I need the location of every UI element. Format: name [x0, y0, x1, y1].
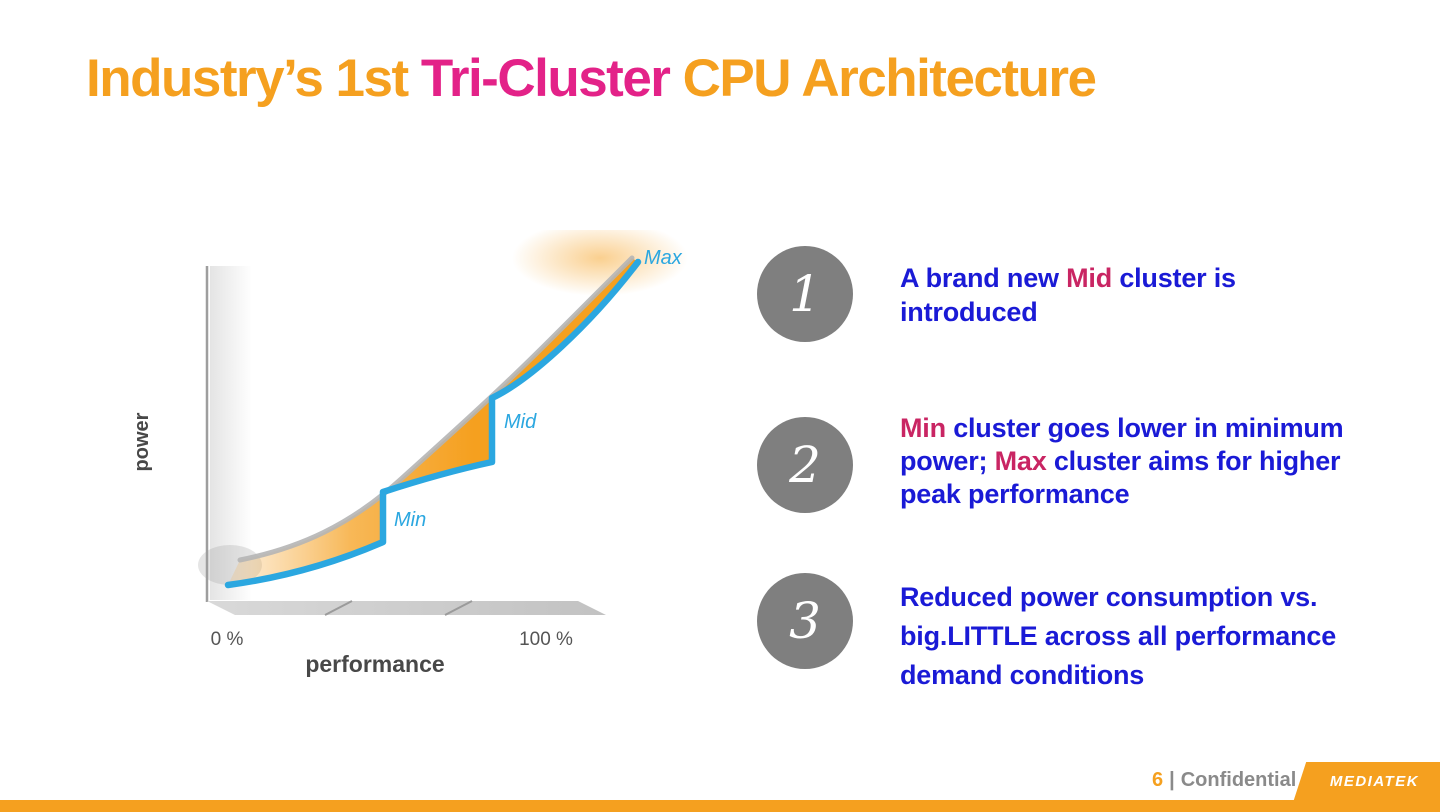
point-2-number: 2 — [789, 436, 821, 494]
min-label: Min — [394, 509, 426, 531]
x-axis-tick-2 — [444, 600, 473, 616]
tick-100-percent: 100 % — [519, 629, 573, 650]
chart-svg: Min Mid Max power performance 0 % 100 % — [131, 230, 688, 677]
point-1-text: A brand new Mid cluster is introduced — [900, 262, 1310, 330]
point-1-pre: A brand new — [900, 263, 1067, 293]
point-1-circle: 1 — [757, 246, 853, 342]
point-1-highlight-1: Mid — [1066, 263, 1113, 293]
mediatek-logo: MEDIATEK — [1293, 762, 1440, 800]
mediatek-logo-text: MEDIATEK — [1330, 772, 1420, 790]
confidential-label: Confidential — [1180, 769, 1297, 791]
point-3-number: 3 — [789, 592, 821, 650]
title-part-1: Industry’s 1st — [86, 49, 421, 108]
power-saving-area — [228, 258, 638, 585]
point-1-mid: cluster is introduced — [900, 263, 1236, 327]
tick-0-percent: 0 % — [211, 629, 244, 650]
point-2-highlight-2: Max — [994, 445, 1047, 476]
footer-note: 6 | Confidential — [1152, 769, 1296, 792]
bottom-accent-bar — [0, 800, 1440, 812]
page-number: 6 — [1152, 769, 1164, 791]
mid-label: Mid — [504, 411, 537, 433]
x-axis-label: performance — [305, 651, 444, 677]
title-part-3: CPU Architecture — [682, 49, 1097, 108]
point-2-circle: 2 — [757, 417, 853, 513]
point-1-number: 1 — [789, 265, 821, 323]
axis-shadow — [210, 266, 252, 600]
point-2-post: cluster aims for higher peak performance — [900, 445, 1341, 509]
peak-glow — [512, 230, 688, 296]
point-3-text: Reduced power consumption vs. big.LITTLE… — [900, 578, 1370, 695]
footer-separator: | — [1169, 769, 1175, 791]
point-2-text: Min cluster goes lower in minimum power;… — [900, 412, 1400, 511]
max-label: Max — [644, 247, 683, 269]
tricluster-curve — [224, 258, 642, 589]
slide-title: Industry’s 1st Tri-Cluster CPU Architect… — [86, 48, 1097, 109]
y-axis-label: power — [131, 412, 153, 471]
title-part-2: Tri-Cluster — [420, 49, 683, 108]
x-axis-tick-1 — [324, 600, 353, 616]
point-2-mid: cluster goes lower in minimum power; — [900, 413, 1344, 476]
point-3-circle: 3 — [757, 573, 853, 669]
point-3-pre: Reduced power consumption vs. big.LITTLE… — [900, 582, 1337, 691]
x-axis-base — [207, 601, 606, 615]
power-performance-chart: Min Mid Max power performance 0 % 100 % — [130, 230, 690, 710]
point-2-highlight-1: Min — [900, 413, 946, 443]
biglittle-curve — [237, 255, 635, 563]
